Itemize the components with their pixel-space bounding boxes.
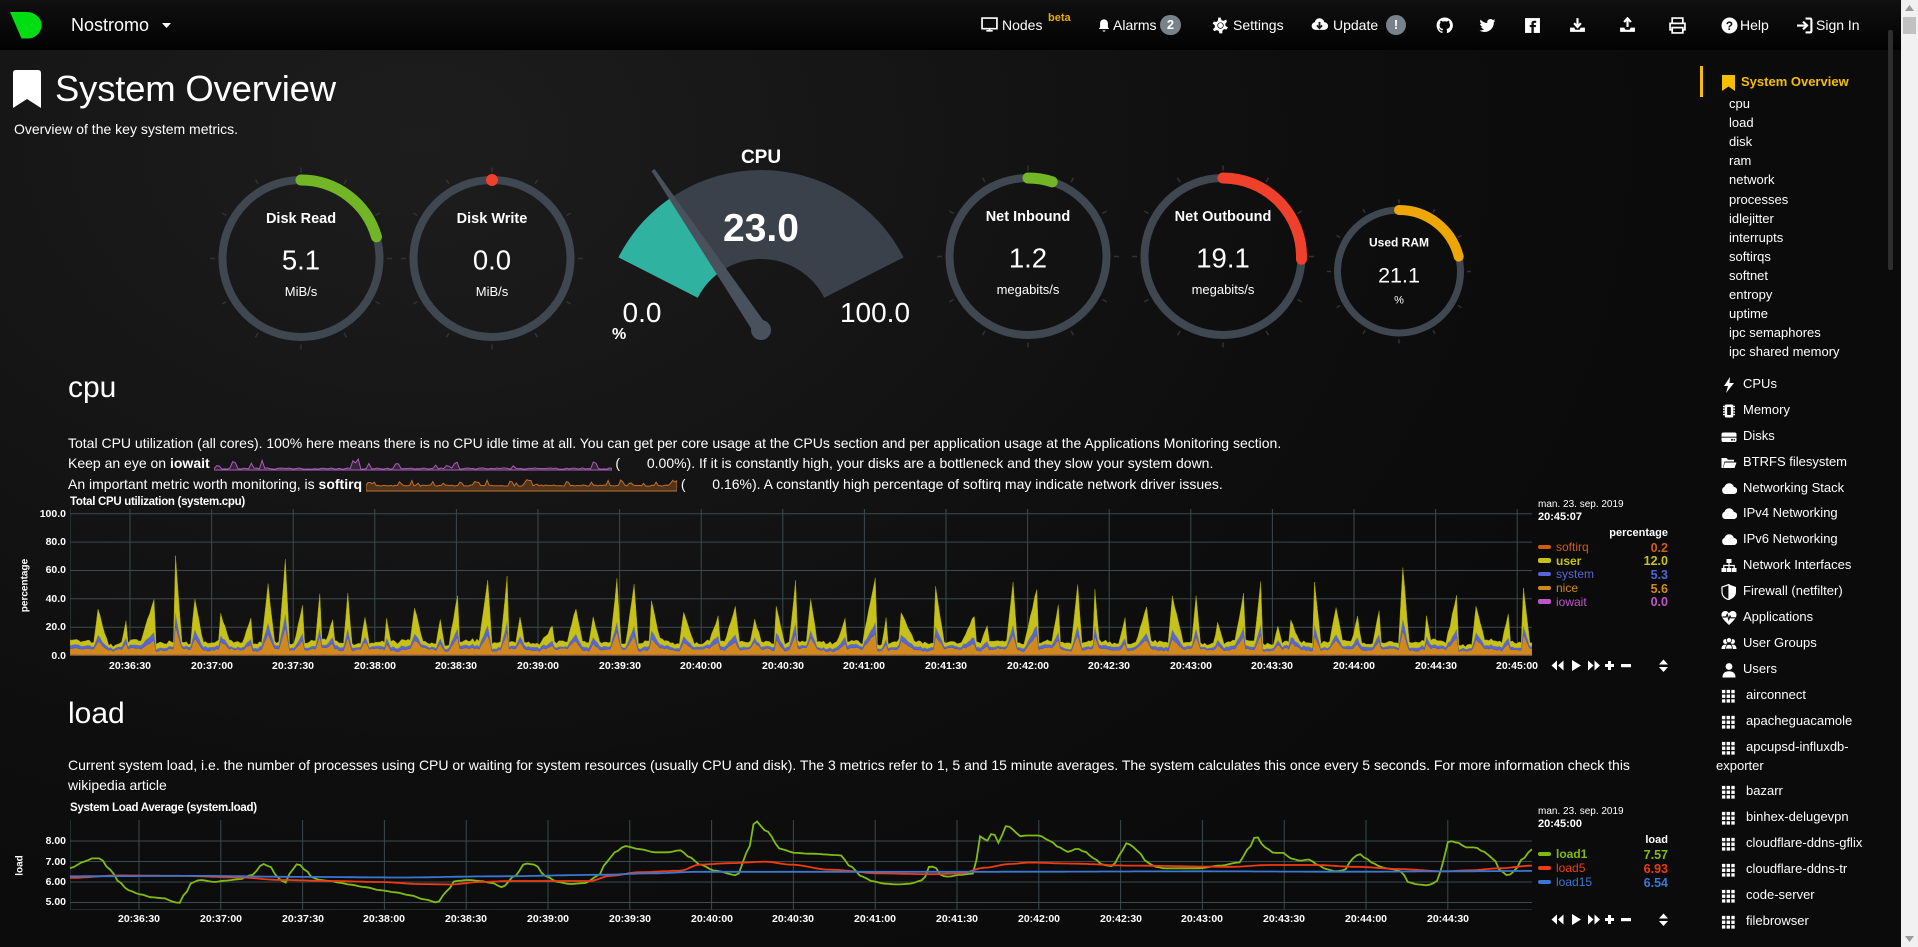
svg-text:CPU: CPU <box>741 147 781 168</box>
svg-text:megabits/s: megabits/s <box>1192 282 1255 297</box>
svg-text:0.0: 0.0 <box>473 245 511 276</box>
svg-text:?: ? <box>1726 20 1733 33</box>
svg-text:megabits/s: megabits/s <box>997 282 1060 297</box>
svg-text:Used RAM: Used RAM <box>1369 235 1429 249</box>
svg-text:Disk Write: Disk Write <box>457 211 528 227</box>
svg-text:Net Inbound: Net Inbound <box>986 209 1071 225</box>
svg-text:%: % <box>1394 295 1404 307</box>
svg-text:Disk Read: Disk Read <box>266 211 336 227</box>
svg-text:%: % <box>612 326 626 343</box>
svg-text:23.0: 23.0 <box>723 207 799 250</box>
svg-text:100.0: 100.0 <box>840 297 910 328</box>
svg-text:Net Outbound: Net Outbound <box>1175 209 1272 225</box>
svg-text:21.1: 21.1 <box>1378 263 1420 287</box>
svg-text:1.2: 1.2 <box>1009 243 1047 274</box>
svg-text:MiB/s: MiB/s <box>476 284 509 299</box>
svg-text:MiB/s: MiB/s <box>285 284 318 299</box>
svg-text:5.1: 5.1 <box>282 245 320 276</box>
svg-text:19.1: 19.1 <box>1196 243 1250 274</box>
svg-text:0.0: 0.0 <box>623 297 662 328</box>
